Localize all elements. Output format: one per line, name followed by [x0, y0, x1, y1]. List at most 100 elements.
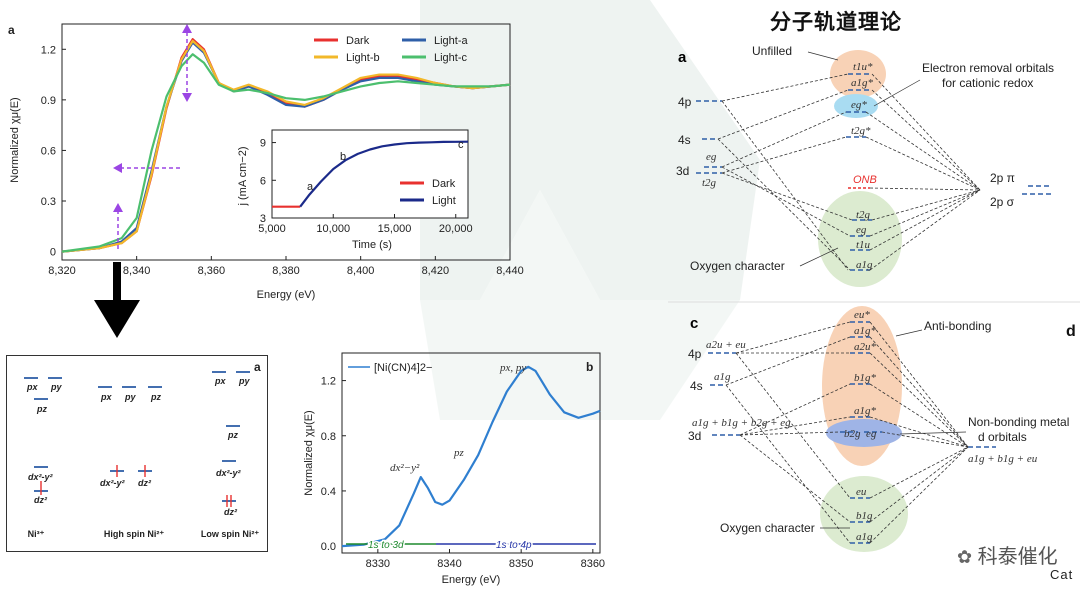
orb-ls-pz: pz	[227, 430, 238, 440]
main-lines	[61, 38, 511, 253]
main-xtick-label: 8,380	[272, 265, 300, 277]
main-xtick-label: 8,440	[496, 265, 524, 277]
inset-ticks: 5,000 10,000 15,000 20,000 3 6 9	[258, 138, 472, 235]
mo-removal-line1: Electron removal orbitals	[922, 61, 1054, 75]
mo-top-lvl-1: a1g*	[851, 77, 874, 89]
mo-bottom-lvl-3: b1g*	[854, 372, 877, 384]
mo-top-4s: 4s	[678, 133, 691, 147]
mo-nonbond-2: d orbitals	[978, 430, 1027, 444]
nicn-panel-label: b	[586, 360, 593, 374]
main-ytick-label: 0.6	[41, 145, 56, 157]
nicn-xtick-label: 8340	[437, 558, 461, 570]
brand-name: 科泰催化	[977, 546, 1058, 568]
inset-series-light	[299, 140, 469, 208]
mo-removal-line2: for cationic redox	[942, 76, 1033, 90]
nicn-anno-dx2: dx²−y²	[390, 462, 420, 474]
inset-x-label: Time (s)	[352, 239, 392, 251]
mo-bottom-connectors	[725, 321, 969, 544]
mo-top-left-levels: 4p 4s 3d eg t2g	[676, 95, 717, 189]
main-xtick-label: 8,420	[422, 265, 450, 277]
mo-bottom-right: a1g + b1g + eu	[968, 453, 1038, 465]
orb-hs-px: px	[100, 392, 112, 402]
mo-bottom-sub-1: a1g	[714, 371, 731, 383]
mo-bottom-lvl-2: a2u*	[854, 341, 877, 353]
nicn-xtick-label: 8350	[509, 558, 533, 570]
mo-top-lvl-3: t2g*	[851, 125, 871, 137]
orb-ls-px: px	[214, 376, 226, 386]
main-xtick-label: 8,400	[347, 265, 375, 277]
mo-bottom-level-lines	[708, 321, 996, 544]
mo-bottom-lvl-6: eg	[866, 428, 877, 440]
chart-panel-label: a	[8, 23, 15, 37]
main-ytick-label: 1.2	[41, 44, 56, 56]
nicn-frame	[341, 352, 601, 554]
nicn-xtick-label: 8330	[366, 558, 390, 570]
mo-bottom-oxygen: Oxygen character	[720, 521, 815, 535]
mo-top-eg: eg	[706, 151, 717, 163]
inset-ytick-label: 6	[260, 175, 266, 187]
mo-onb: ONB	[853, 174, 877, 186]
mo-top-level-lines	[696, 73, 1054, 271]
col-ni3: Ni³⁺	[28, 529, 45, 539]
orb-ls-py: py	[238, 376, 250, 386]
nicn-series--ni-cn-4-2-	[341, 365, 601, 548]
mo-bottom-sub-0: a2u + eu	[706, 339, 746, 351]
watermark-shape	[420, 0, 760, 300]
nicn-ytick-label: 0.8	[321, 431, 336, 443]
mo-top-lvl-4: t2g	[856, 209, 871, 221]
nicn-y-label: Normalized χμ(E)	[303, 410, 315, 495]
nicn-xtick-label: 8360	[581, 558, 605, 570]
mo-anti: Anti-bonding	[924, 319, 991, 333]
inset-frame	[271, 129, 469, 219]
brand-watermark: ✿ 科泰催化	[957, 540, 1058, 569]
orb-ni3-pz: pz	[36, 404, 47, 414]
mo-diagram-bottom: c Anti-bonding Non-bonding metal d orbit…	[688, 306, 1069, 552]
removal-ellipse	[834, 94, 878, 118]
chart-legend: Dark Light-a Light-b Light-c	[314, 35, 469, 64]
mo-top-4p: 4p	[678, 95, 692, 109]
mo-top-lvl-2: eg*	[851, 99, 867, 111]
mo-top-mo-labels: t1u* a1g* eg* t2g* t2g eg t1u a1g	[851, 61, 874, 271]
main-xtick-label: 8,340	[123, 265, 151, 277]
inset-point-a: a	[307, 181, 314, 193]
nicn-legend: [Ni(CN)4]2−	[374, 362, 432, 374]
legend-light-c: Light-c	[434, 52, 468, 64]
inset-xtick-label: 15,000	[378, 223, 412, 235]
mo-top-lvl-6: t1u	[856, 239, 871, 251]
orbital-level-diagram: a px py pz dx²-y² dz² px py pz dx²-y² dz…	[24, 360, 261, 539]
mo-bottom-mo-labels: eu* a1g* a2u* b1g* a1g* b2g eg eu b1g a1…	[844, 309, 877, 543]
mo-bottom-lvl-4: a1g*	[854, 405, 877, 417]
x-axis-label: Energy (eV)	[257, 289, 316, 301]
inset-xtick-label: 5,000	[258, 223, 286, 235]
orb-hs-dz2: dz²	[138, 478, 152, 488]
mo-top-lvl-5: eg	[856, 224, 867, 236]
mo-top-2psigma: 2p σ	[990, 195, 1015, 209]
inset-lines	[272, 140, 469, 208]
mo-top-label: a	[678, 49, 687, 66]
orb-ni3-py: py	[50, 382, 62, 392]
nicn-anno-1s3d: 1s to 3d	[368, 540, 404, 551]
mo-bottom-lvl-0: eu*	[854, 309, 870, 321]
mo-top-lvl-7: a1g	[856, 259, 873, 271]
electron-arrows	[40, 465, 232, 507]
nicn-ticks: 8330 8340 8350 8360 0.0 0.4 0.8 1.2	[321, 376, 605, 570]
nicn-anno-1s4p: 1s to 4p	[496, 540, 532, 551]
orb-hs-dx2: dx²-y²	[100, 478, 126, 488]
main-ytick-label: 0.3	[41, 196, 56, 208]
nicn-lines	[341, 365, 601, 548]
watermark-shape-lower	[420, 190, 740, 420]
orb-ls-dz2: dz²	[224, 507, 238, 517]
legend-dark: Dark	[346, 35, 370, 47]
orb-ls-dx2: dx²-y²	[216, 468, 242, 478]
mo-diagram-top: a Unfilled Electron removal orbitals for…	[676, 44, 1054, 287]
inset-xtick-label: 10,000	[316, 223, 350, 235]
inset-y-label: j (mA cm−2)	[237, 147, 249, 207]
orbital-panel-label: a	[254, 360, 261, 374]
nicn4-xanes-chart: b [Ni(CN)4]2− 8330 8340 8350 8360 0.0 0.4 0.8 1…	[303, 352, 605, 586]
nicn-transition-arrows: 1s to 3d 1s to 4p	[346, 539, 596, 553]
arrowhead-left	[113, 163, 122, 173]
col-high-spin: High spin Ni²⁺	[104, 529, 164, 539]
inset-ytick-label: 9	[260, 138, 266, 150]
mo-bottom-4p: 4p	[688, 347, 702, 361]
orbital-level-panel	[6, 355, 268, 552]
